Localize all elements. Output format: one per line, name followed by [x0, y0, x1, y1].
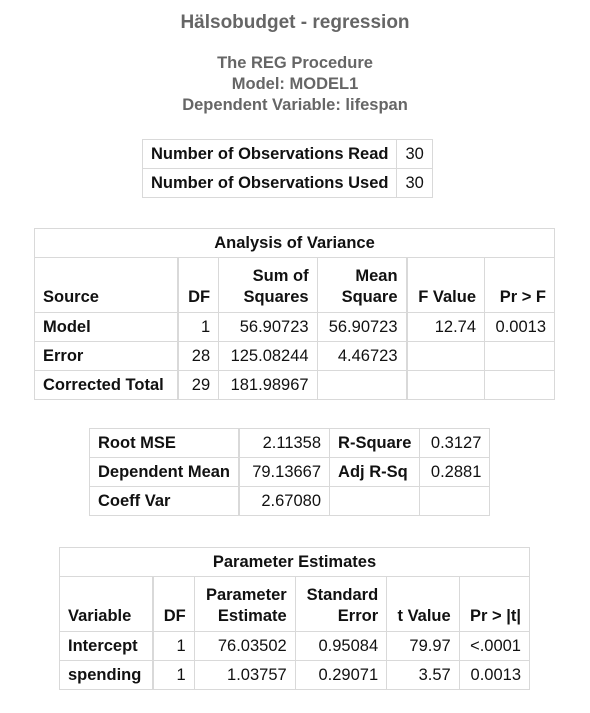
- fit-value: 2.11358: [238, 428, 331, 458]
- page-title: Hälsobudget - regression: [180, 12, 410, 33]
- params-header-row: Variable DF Parameter Estimate Standard Er…: [59, 576, 531, 632]
- stderr-cell: 0.95084: [294, 631, 388, 661]
- ms-cell: 4.46723: [316, 341, 408, 371]
- col-header-df: DF: [152, 576, 195, 632]
- col-header-standard-error: Standard Error: [294, 576, 388, 632]
- obs-read-label: Number of Observations Read: [141, 139, 398, 169]
- model-name: Model: MODEL1: [231, 75, 359, 93]
- col-header-pr-t: Pr > |t|: [458, 576, 531, 632]
- obs-used-value: 30: [396, 168, 433, 198]
- table-row: Dependent Mean 79.13667 Adj R-Sq 0.2881: [89, 457, 491, 487]
- table-row: Root MSE 2.11358 R-Square 0.3127: [89, 428, 491, 458]
- ss-cell: 125.08244: [218, 341, 318, 371]
- fit-value: 79.13667: [238, 457, 331, 487]
- table-row: Corrected Total 29 181.98967: [33, 370, 555, 400]
- p-cell: <.0001: [458, 631, 531, 661]
- fit-statistics-table: Root MSE 2.11358 R-Square 0.3127 Depende…: [89, 428, 491, 516]
- fit-label: Adj R-Sq: [329, 457, 421, 487]
- table-row: Number of Observations Read 30: [141, 139, 433, 169]
- col-header-sum-of-squares: Sum of Squares: [218, 257, 318, 313]
- estimate-cell: 1.03757: [193, 660, 296, 690]
- fit-label: [329, 486, 421, 516]
- variable-cell: spending: [59, 660, 155, 690]
- col-header-pr-f: Pr > F: [484, 257, 555, 313]
- table-row: Error 28 125.08244 4.46723: [33, 341, 555, 371]
- df-cell: 1: [177, 312, 220, 342]
- ss-cell: 181.98967: [218, 370, 318, 400]
- f-cell: 12.74: [406, 312, 486, 342]
- ss-cell: 56.90723: [218, 312, 318, 342]
- t-cell: 79.97: [386, 631, 460, 661]
- source-cell: Corrected Total: [33, 370, 179, 400]
- source-cell: Error: [33, 341, 179, 371]
- anova-table: Analysis of Variance Source DF Sum of Squ…: [33, 228, 555, 400]
- col-header-f-value: F Value: [406, 257, 486, 313]
- fit-label: Root MSE: [89, 428, 241, 458]
- fit-label: R-Square: [329, 428, 421, 458]
- source-cell: Model: [33, 312, 179, 342]
- procedure-header: The REG Procedure Model: MODEL1 Dependen…: [0, 53, 590, 116]
- parameter-estimates-table: Parameter Estimates Variable DF Paramete…: [59, 547, 531, 690]
- stderr-cell: 0.29071: [294, 660, 388, 690]
- observations-table: Number of Observations Read 30 Number of…: [141, 139, 433, 198]
- df-cell: 29: [177, 370, 220, 400]
- table-row: spending 1 1.03757 0.29071 3.57 0.0013: [59, 660, 531, 690]
- p-cell: [484, 370, 555, 400]
- fit-label: Dependent Mean: [89, 457, 241, 487]
- params-caption: Parameter Estimates: [59, 547, 530, 577]
- variable-cell: Intercept: [59, 631, 155, 661]
- table-row: Coeff Var 2.67080: [89, 486, 491, 516]
- fit-value: 0.3127: [419, 428, 491, 458]
- dependent-variable: Dependent Variable: lifespan: [182, 96, 408, 114]
- col-header-t-value: t Value: [386, 576, 460, 632]
- table-row: Intercept 1 76.03502 0.95084 79.97 <.000…: [59, 631, 531, 661]
- ms-cell: 56.90723: [316, 312, 408, 342]
- p-cell: [484, 341, 555, 371]
- f-cell: [406, 341, 486, 371]
- fit-value: 0.2881: [419, 457, 491, 487]
- df-cell: 28: [177, 341, 220, 371]
- anova-header-row: Source DF Sum of Squares Mean Square F Val…: [33, 257, 555, 313]
- fit-label: Coeff Var: [89, 486, 241, 516]
- anova-caption: Analysis of Variance: [34, 228, 555, 258]
- obs-used-label: Number of Observations Used: [141, 168, 398, 198]
- col-header-df: DF: [177, 257, 220, 313]
- col-header-mean-square: Mean Square: [316, 257, 408, 313]
- col-header-source: Source: [33, 257, 179, 313]
- f-cell: [406, 370, 486, 400]
- estimate-cell: 76.03502: [193, 631, 296, 661]
- p-cell: 0.0013: [484, 312, 555, 342]
- t-cell: 3.57: [386, 660, 460, 690]
- col-header-parameter-estimate: Parameter Estimate: [193, 576, 296, 632]
- ms-cell: [316, 370, 408, 400]
- table-row: Number of Observations Used 30: [141, 168, 433, 198]
- p-cell: 0.0013: [458, 660, 531, 690]
- fit-value: 2.67080: [238, 486, 331, 516]
- obs-read-value: 30: [396, 139, 433, 169]
- procedure-name: The REG Procedure: [217, 54, 373, 72]
- col-header-variable: Variable: [59, 576, 155, 632]
- df-cell: 1: [152, 631, 195, 661]
- table-row: Model 1 56.90723 56.90723 12.74 0.0013: [33, 312, 555, 342]
- df-cell: 1: [152, 660, 195, 690]
- fit-value: [419, 486, 491, 516]
